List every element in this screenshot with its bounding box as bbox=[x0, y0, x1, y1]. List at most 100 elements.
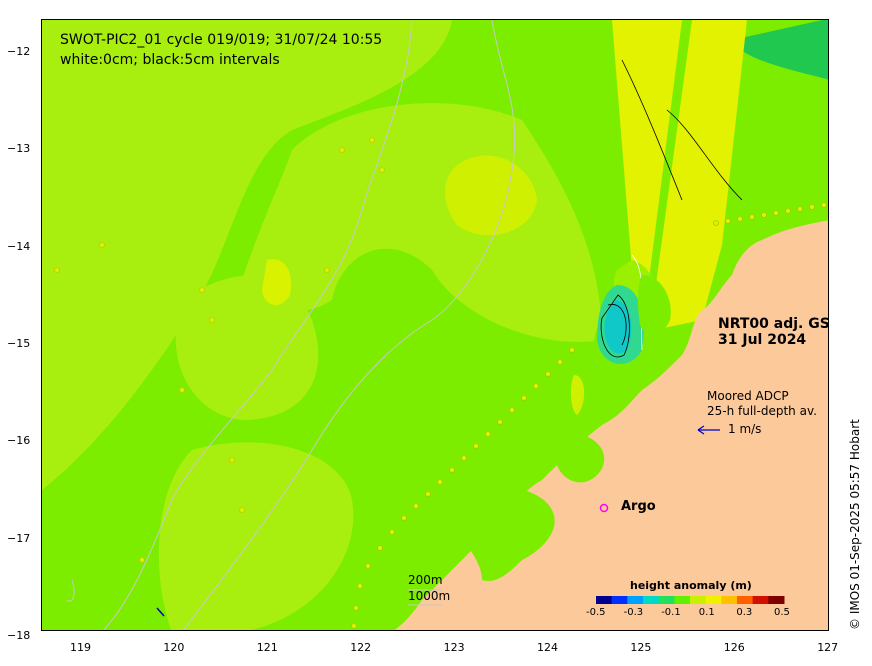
contour-line bbox=[666, 109, 743, 201]
track-dot bbox=[139, 557, 145, 563]
isobath-1000m-label: 1000m bbox=[408, 589, 451, 603]
track-dot bbox=[351, 623, 357, 629]
colorbar-tick-label: 0.5 bbox=[774, 607, 790, 618]
product-date: 31 Jul 2024 bbox=[718, 332, 807, 348]
track-dot bbox=[521, 395, 527, 401]
map-subtitle: white:0cm; black:5cm intervals bbox=[60, 52, 280, 68]
track-dot bbox=[401, 515, 407, 521]
sea-level-map bbox=[42, 20, 828, 630]
track-dot bbox=[821, 202, 827, 208]
credit-text: © IMOS 01-Sep-2025 05:57 Hobart bbox=[848, 419, 862, 630]
argo-marker bbox=[599, 503, 609, 513]
contour-line bbox=[621, 59, 683, 201]
track-dot bbox=[413, 503, 419, 509]
isobath-1000m bbox=[103, 20, 413, 630]
x-tick-label: 127 bbox=[817, 641, 839, 654]
y-tick-label: −15 bbox=[7, 336, 31, 350]
track-dot bbox=[339, 147, 345, 153]
track-dot bbox=[569, 347, 575, 353]
track-dot bbox=[324, 267, 330, 273]
track-dot bbox=[533, 383, 539, 389]
track-dot bbox=[713, 220, 719, 226]
track-dot bbox=[369, 137, 375, 143]
track-dot bbox=[379, 167, 385, 173]
track-dot bbox=[749, 214, 755, 220]
track-dot bbox=[99, 242, 105, 248]
adcp-label: Moored ADCP bbox=[707, 389, 789, 403]
y-tick-label: −13 bbox=[7, 142, 31, 156]
x-tick-label: 119 bbox=[70, 641, 91, 654]
contour-line bbox=[600, 294, 630, 358]
isobath-200m-label: 200m bbox=[408, 573, 443, 587]
swot-nadir-gap bbox=[640, 20, 692, 350]
track-dot bbox=[797, 206, 803, 212]
adcp-scale-label: 1 m/s bbox=[728, 422, 762, 436]
y-tick-label: −18 bbox=[7, 628, 31, 642]
colorbar-tick-label: -0.5 bbox=[586, 607, 606, 618]
anomaly-blob-west bbox=[42, 20, 452, 490]
track-dot bbox=[449, 467, 455, 473]
argo-label: Argo bbox=[621, 499, 656, 514]
colorbar-title: height anomaly (m) bbox=[630, 579, 752, 592]
x-tick-label: 124 bbox=[537, 641, 558, 654]
colorbar-swatch bbox=[690, 596, 707, 604]
king-sound bbox=[452, 486, 555, 581]
eddy-core bbox=[604, 300, 632, 354]
track-dot bbox=[557, 359, 563, 365]
track-dot bbox=[199, 287, 205, 293]
anomaly-blob-small-yellow bbox=[262, 259, 292, 306]
track-dot bbox=[179, 387, 185, 393]
track-dot bbox=[761, 212, 767, 218]
inlet bbox=[557, 435, 605, 483]
inlet bbox=[637, 275, 671, 336]
colorbar-swatch bbox=[752, 596, 769, 604]
colorbar-swatch bbox=[768, 596, 785, 604]
adcp-subtitle: 25-h full-depth av. bbox=[707, 404, 817, 418]
isobath-200m bbox=[182, 20, 516, 630]
track-dot bbox=[485, 431, 491, 437]
colorbar-swatch bbox=[721, 596, 738, 604]
track-dot bbox=[365, 563, 371, 569]
track-dot bbox=[737, 216, 743, 222]
coastal-track-dots bbox=[351, 202, 827, 629]
colorbar bbox=[596, 596, 785, 604]
colorbar-swatch bbox=[674, 596, 691, 604]
track-dot bbox=[461, 455, 467, 461]
track-dot bbox=[809, 204, 815, 210]
map-title: SWOT-PIC2_01 cycle 019/019; 31/07/24 10:… bbox=[60, 32, 383, 48]
track-dot bbox=[229, 457, 235, 463]
y-tick-label: −12 bbox=[7, 45, 31, 58]
track-dot bbox=[353, 605, 359, 611]
track-dot bbox=[357, 583, 363, 589]
colorbar-tick-label: 0.3 bbox=[736, 607, 753, 618]
colorbar-swatch bbox=[705, 596, 722, 604]
isobath-small bbox=[66, 579, 75, 602]
adcp-scale-arrowhead bbox=[697, 425, 705, 435]
x-tick-label: 123 bbox=[443, 641, 465, 654]
anomaly-blob-n-yellow bbox=[445, 155, 537, 236]
x-tick-label: 122 bbox=[350, 641, 372, 654]
track-dot bbox=[54, 267, 60, 273]
colorbar-swatch bbox=[658, 596, 675, 604]
coast-yellow-patch bbox=[570, 375, 585, 415]
track-dot bbox=[497, 419, 503, 425]
colorbar-swatch bbox=[596, 596, 613, 604]
x-tick-label: 125 bbox=[630, 641, 652, 654]
adcp-arrow bbox=[156, 607, 165, 617]
x-tick-label: 120 bbox=[163, 641, 185, 654]
colorbar-tick-label: 0.1 bbox=[698, 607, 715, 618]
track-dot bbox=[425, 491, 431, 497]
colorbar-swatch bbox=[627, 596, 644, 604]
y-tick-label: −16 bbox=[7, 434, 31, 448]
x-tick-label: 121 bbox=[256, 641, 278, 654]
track-dot bbox=[389, 529, 395, 535]
y-tick-label: −17 bbox=[7, 531, 31, 545]
track-dot bbox=[437, 479, 443, 485]
swot-swath bbox=[612, 20, 747, 330]
contour-line bbox=[607, 304, 627, 346]
track-dot bbox=[509, 407, 515, 413]
x-tick-label: 126 bbox=[723, 641, 745, 654]
altimeter-track-dots bbox=[54, 137, 385, 563]
map-panel: SWOT-PIC2_01 cycle 019/019; 31/07/24 10:… bbox=[41, 19, 829, 631]
colorbar-swatch bbox=[737, 596, 754, 604]
